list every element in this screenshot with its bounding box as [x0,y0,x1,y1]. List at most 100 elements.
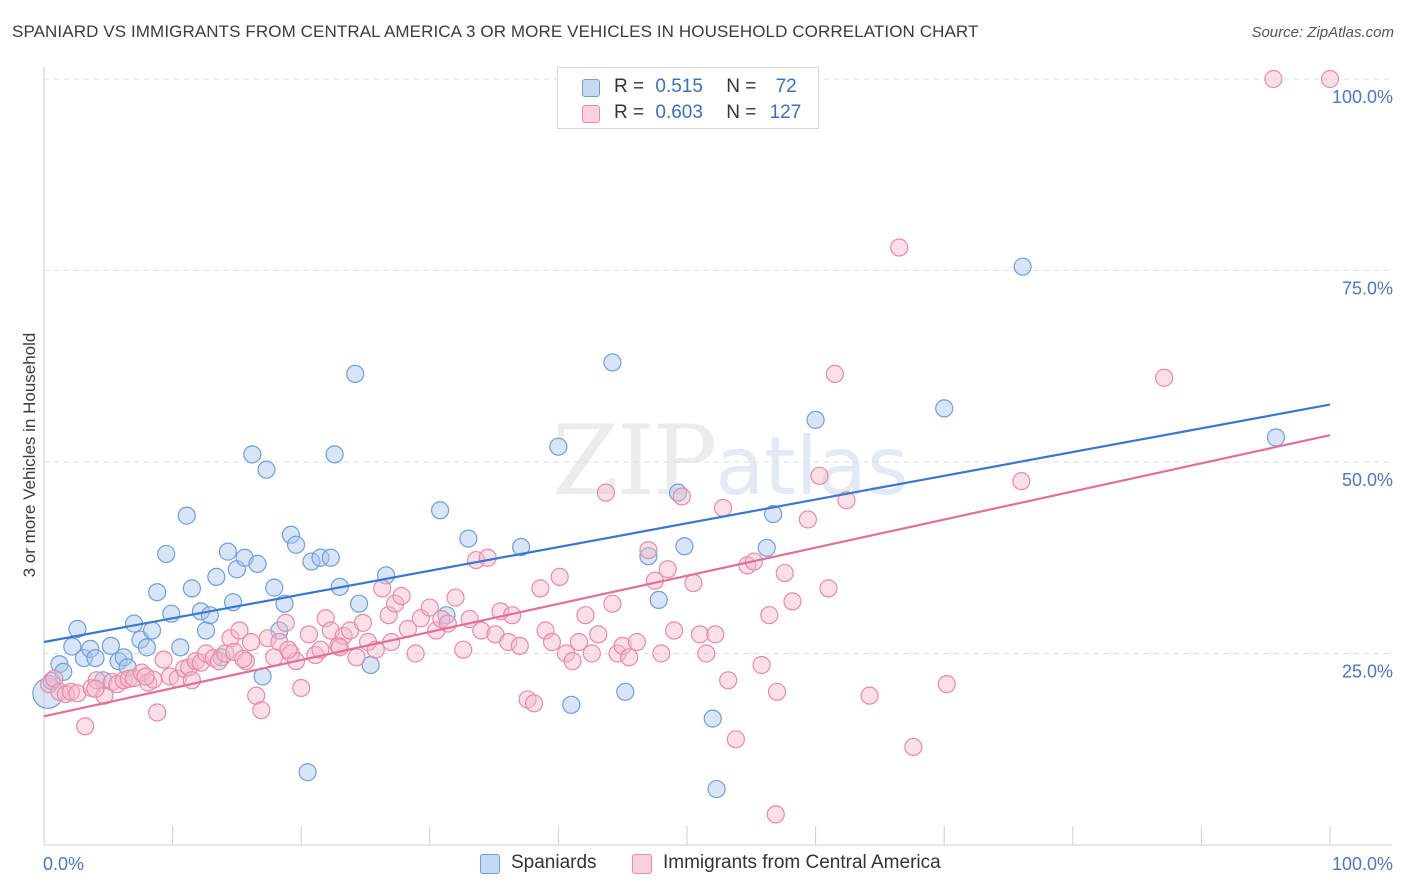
series-swatch-spaniards [480,854,500,874]
immigrants-point [937,675,956,694]
chart-title: SPANIARD VS IMMIGRANTS FROM CENTRAL AMER… [12,22,979,41]
immigrants-point [825,364,844,384]
immigrants-point [40,675,59,694]
spaniards-point [142,621,162,640]
series-legend: Spaniards Immigrants from Central Americ… [0,852,1406,878]
spaniards-point [54,662,73,681]
immigrants-point [276,613,295,632]
x-tick-label: 0.0% [43,854,84,874]
spaniards-point [265,578,284,597]
immigrants-point [76,717,95,736]
immigrants-trend-line [43,434,1331,718]
spaniards-point [207,567,226,587]
immigrants-point [230,621,249,640]
immigrants-point [613,636,632,655]
stats-legend: R = 0.515 N = 72 R = 0.603 N = 127 [557,67,819,129]
spaniards-point [243,445,262,464]
immigrants-point [379,606,398,625]
spaniards-point [302,552,321,571]
spaniards-point [182,579,201,598]
spaniards-point [325,445,344,464]
immigrants-point [860,686,879,705]
spaniards-point [157,544,176,564]
immigrants-point [258,629,277,648]
spaniards-point [764,504,783,524]
spaniards-point [281,525,301,544]
immigrants-point [204,648,223,668]
spaniards-point [562,695,581,714]
immigrants-point [684,573,703,593]
watermark-atlas: atlas [715,420,909,513]
immigrants-point [672,487,691,506]
immigrants-point [767,682,787,701]
spaniards-point [137,638,156,657]
immigrants-point [347,648,366,667]
spaniards-point [757,538,776,557]
immigrants-point [68,684,87,703]
immigrants-point [719,671,738,690]
legend-swatch-spaniards [582,79,600,97]
spaniards-point [101,636,120,655]
immigrants-point [589,625,608,644]
immigrants-point [432,609,451,629]
immigrants-point [810,466,829,485]
immigrants-point [279,640,298,659]
spaniards-point [86,648,105,668]
immigrants-point [1320,69,1340,89]
immigrants-point [760,606,779,625]
immigrants-point [563,652,582,671]
immigrants-point [550,567,569,587]
legend-swatch-immigrants [582,105,600,123]
series-label-immigrants: Immigrants from Central America [663,852,941,873]
series-label-spaniards: Spaniards [511,852,597,873]
spaniards-point [707,779,726,799]
spaniards-point [1013,257,1032,276]
spaniards-point [346,364,365,384]
spaniards-point [68,619,87,639]
immigrants-point [652,644,671,663]
y-axis-label: 3 or more Vehicles in Household [20,333,39,578]
immigrants-point [478,548,497,567]
spaniards-point [321,548,340,567]
immigrants-point [658,560,677,579]
immigrants-point [1155,368,1174,387]
immigrants-point [576,606,595,625]
immigrants-point [798,510,817,529]
tick-labels: 25.0% 50.0% 75.0% 100.0% 0.0% 100.0% [43,87,1393,874]
immigrants-point [406,644,425,663]
immigrants-point [524,694,544,713]
immigrants-point [499,632,518,652]
spaniards-point [298,763,317,782]
immigrants-point [665,621,684,640]
spaniards-point [114,648,133,667]
immigrants-point [234,649,253,668]
immigrants-point [531,579,550,598]
immigrants-point [569,632,589,652]
immigrants-point [86,679,105,698]
spaniards-point [603,353,622,372]
spaniards-point [806,410,825,429]
immigrants-point [706,625,725,644]
y-tick-label: 100.0% [1332,87,1393,107]
immigrants-point [690,625,709,644]
source-credit: Source: ZipAtlas.com [1251,24,1394,41]
immigrants-point [620,648,639,667]
grid-lines [44,78,1392,654]
legend-n-value: 127 [769,102,802,123]
immigrants-point [603,594,622,613]
immigrants-point [1264,69,1283,89]
spaniards-point [286,535,306,554]
immigrants-point [154,650,173,669]
spaniards-point [148,583,167,602]
spaniards-point [177,506,196,525]
legend-n-value: 72 [775,76,797,97]
spaniards-point [1266,428,1286,447]
immigrants-point [766,805,785,824]
spaniards-point [349,594,369,613]
immigrants-point [713,498,733,518]
immigrants-point [420,598,439,617]
immigrants-point [726,730,745,749]
immigrants-point [446,588,465,607]
spaniards-point [616,682,635,701]
